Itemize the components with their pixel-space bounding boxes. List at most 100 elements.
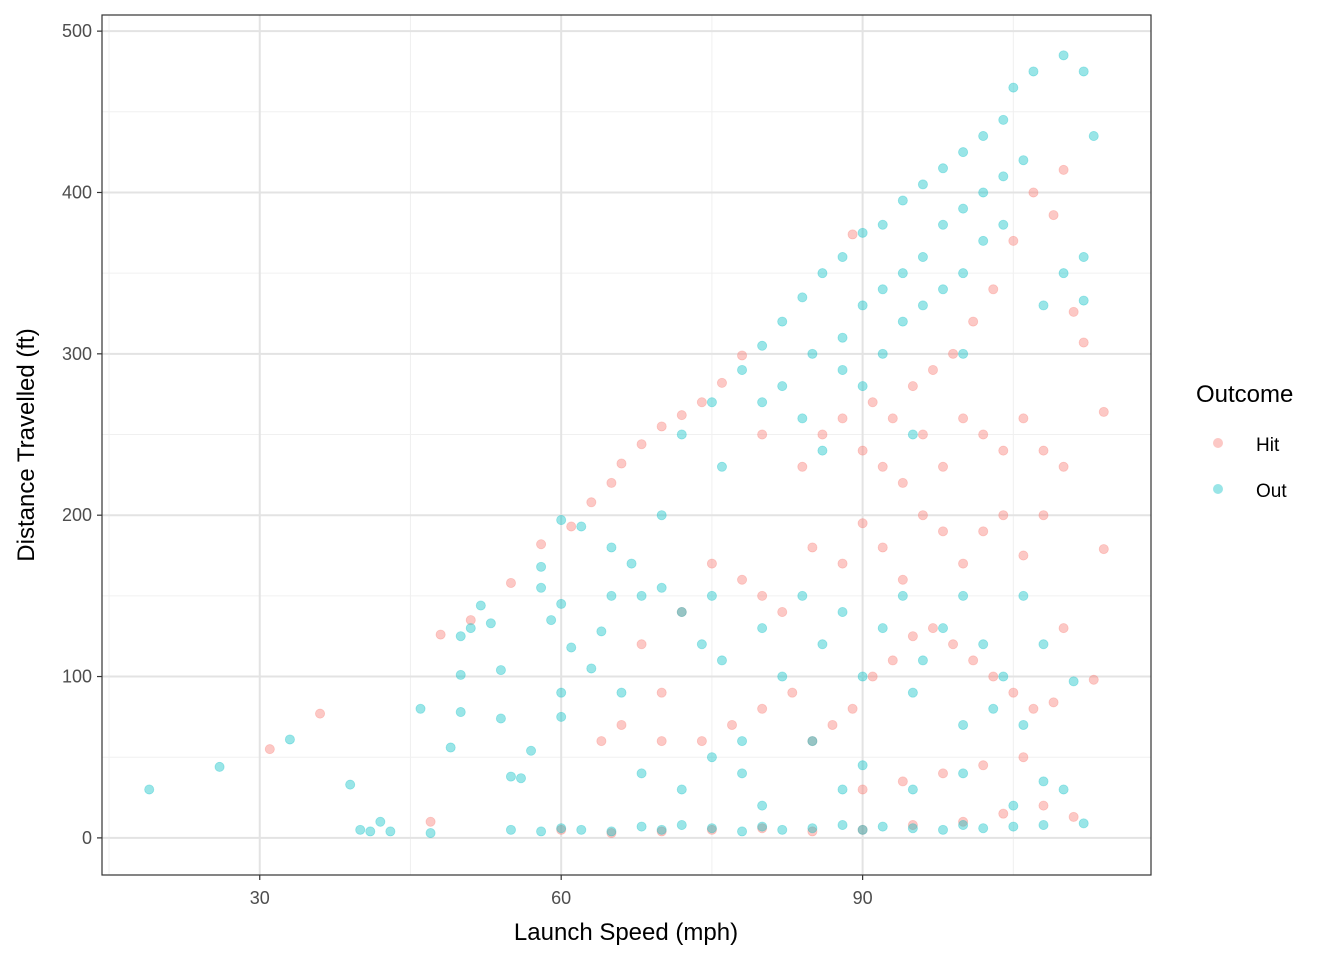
point-hit — [988, 284, 999, 295]
point-hit — [1058, 164, 1069, 175]
point-out — [1058, 268, 1069, 279]
point-hit — [606, 828, 617, 839]
point-hit — [656, 826, 667, 837]
point-hit — [857, 445, 868, 456]
point-hit — [968, 316, 979, 327]
point-hit — [777, 606, 788, 617]
point-hit — [857, 824, 868, 835]
point-out — [917, 300, 928, 311]
point-out — [1008, 800, 1019, 811]
point-out — [737, 768, 748, 779]
point-hit — [656, 687, 667, 698]
point-out — [837, 364, 848, 375]
point-out — [656, 824, 667, 835]
point-hit — [837, 558, 848, 569]
point-hit — [1088, 674, 1099, 685]
point-hit — [706, 558, 717, 569]
point-out — [636, 821, 647, 832]
x-tick-label: 90 — [853, 888, 873, 908]
point-out — [857, 300, 868, 311]
point-out — [998, 171, 1009, 182]
point-hit — [596, 736, 607, 747]
y-tick-label: 0 — [82, 828, 92, 848]
point-out — [515, 773, 526, 784]
point-out — [475, 600, 486, 611]
point-out — [998, 219, 1009, 230]
point-hit — [737, 350, 748, 361]
point-out — [998, 114, 1009, 125]
point-out — [1078, 66, 1089, 77]
point-out — [485, 618, 496, 629]
point-out — [978, 639, 989, 650]
point-out — [455, 707, 466, 718]
point-out — [536, 826, 547, 837]
point-hit — [797, 461, 808, 472]
point-hit — [586, 497, 597, 508]
point-out — [375, 816, 386, 827]
point-out — [556, 711, 567, 722]
x-tick-label: 60 — [551, 888, 571, 908]
point-hit — [958, 816, 969, 827]
point-hit — [1078, 337, 1089, 348]
point-out — [385, 826, 396, 837]
point-hit — [1018, 752, 1029, 763]
point-out — [556, 687, 567, 698]
point-out — [917, 252, 928, 263]
point-out — [1078, 252, 1089, 263]
point-hit — [897, 477, 908, 488]
point-out — [807, 348, 818, 359]
point-out — [958, 203, 969, 214]
point-hit — [948, 639, 959, 650]
point-hit — [887, 655, 898, 666]
point-out — [777, 824, 788, 835]
point-hit — [827, 719, 838, 730]
point-out — [907, 784, 918, 795]
x-axis-title: Launch Speed (mph) — [514, 919, 738, 946]
point-hit — [978, 526, 989, 537]
point-out — [958, 590, 969, 601]
point-out — [757, 397, 768, 408]
point-out — [606, 542, 617, 553]
point-hit — [716, 377, 727, 388]
point-out — [877, 623, 888, 634]
point-out — [706, 590, 717, 601]
point-hit — [968, 655, 979, 666]
point-out — [1038, 819, 1049, 830]
point-out — [1068, 676, 1079, 687]
point-hit — [857, 518, 868, 529]
point-hit — [1058, 623, 1069, 634]
point-out — [837, 606, 848, 617]
point-out — [817, 268, 828, 279]
point-hit — [807, 736, 818, 747]
point-out — [716, 461, 727, 472]
point-out — [214, 761, 225, 772]
point-out — [877, 348, 888, 359]
point-hit — [857, 784, 868, 795]
point-out — [706, 823, 717, 834]
point-out — [978, 131, 989, 142]
point-hit — [927, 623, 938, 634]
point-out — [837, 819, 848, 830]
point-hit — [1058, 461, 1069, 472]
point-out — [465, 623, 476, 634]
point-hit — [998, 445, 1009, 456]
point-hit — [927, 364, 938, 375]
point-out — [978, 235, 989, 246]
point-out — [1018, 155, 1029, 166]
point-out — [495, 665, 506, 676]
point-out — [526, 745, 537, 756]
point-out — [1028, 66, 1039, 77]
point-hit — [938, 461, 949, 472]
point-hit — [917, 510, 928, 521]
point-hit — [1008, 687, 1019, 698]
point-out — [938, 219, 949, 230]
point-out — [284, 734, 295, 745]
point-hit — [907, 631, 918, 642]
point-hit — [696, 736, 707, 747]
point-hit — [566, 521, 577, 532]
point-hit — [897, 776, 908, 787]
point-out — [676, 429, 687, 440]
point-hit — [988, 671, 999, 682]
